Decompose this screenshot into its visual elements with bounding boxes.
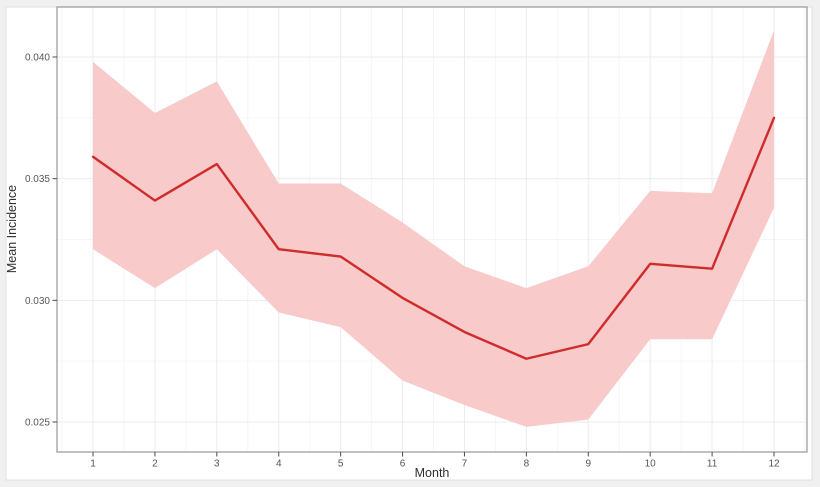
x-tick-label: 9 <box>585 459 591 470</box>
x-tick-label: 2 <box>152 459 158 470</box>
x-tick-label: 1 <box>90 459 96 470</box>
y-axis-title: Mean Incidence <box>5 185 19 273</box>
confidence-band <box>93 30 775 427</box>
y-tick-label: 0.025 <box>25 417 50 428</box>
y-axis-ticks <box>52 56 57 423</box>
x-axis-ticks <box>92 452 775 457</box>
x-tick-label: 3 <box>214 459 220 470</box>
x-axis-title: Month <box>415 466 450 480</box>
confidence-interval-ribbon <box>93 30 775 427</box>
mean-incidence-line <box>91 116 776 360</box>
y-axis-tick-labels: 0.025 0.030 0.035 0.040 <box>25 53 50 429</box>
x-axis-tick-labels: 1 2 3 4 5 6 7 8 9 10 11 12 <box>90 459 780 470</box>
y-tick-label: 0.030 <box>25 296 50 307</box>
mean-line <box>91 116 776 360</box>
x-tick-label: 12 <box>768 459 780 470</box>
y-tick-label: 0.040 <box>25 53 50 64</box>
x-tick-label: 8 <box>524 459 530 470</box>
x-tick-label: 7 <box>462 459 468 470</box>
x-tick-label: 6 <box>400 459 406 470</box>
x-tick-label: 11 <box>707 459 718 470</box>
x-tick-label: 5 <box>338 459 344 470</box>
panel-border <box>56 6 808 453</box>
x-tick-label: 10 <box>645 459 657 470</box>
y-tick-label: 0.035 <box>25 174 50 185</box>
x-tick-label: 4 <box>276 459 282 470</box>
